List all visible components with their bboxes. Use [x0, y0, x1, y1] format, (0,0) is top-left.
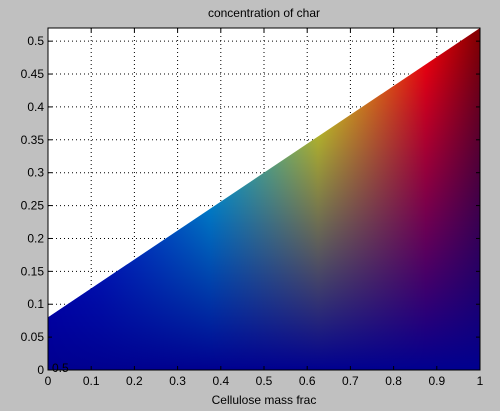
y-tick-label: 0.35	[21, 133, 45, 147]
x-tick-label: 1	[477, 374, 484, 388]
x-tick-label: 0.3	[169, 374, 186, 388]
x-tick-label: 0.7	[342, 374, 359, 388]
x-tick-label: 0.9	[428, 374, 445, 388]
heatmap-surface	[48, 28, 480, 370]
y-tick-label: 0.4	[27, 100, 44, 114]
x-tick-label: 0.2	[126, 374, 143, 388]
y-tick-label: 0.1	[27, 297, 44, 311]
x-axis-label: Cellulose mass frac	[212, 393, 317, 407]
y-tick-label: 0	[37, 363, 44, 377]
x-tick-label: 0.8	[385, 374, 402, 388]
x-tick-label: 0.6	[299, 374, 316, 388]
y-tick-labels: 0 0.05 0.1 0.15 0.2 0.25 0.3 0.35 0.4 0.45 0.5	[21, 34, 45, 377]
x-tick-label: 0	[45, 374, 52, 388]
corner-label: 0.5	[52, 361, 69, 375]
chart-title: concentration of char	[208, 6, 320, 20]
y-tick-label: 0.5	[27, 34, 44, 48]
y-tick-label: 0.15	[21, 264, 45, 278]
x-tick-labels: 0 0.1 0.2 0.3 0.4 0.5 0.6 0.7 0.8 0.9 1	[45, 374, 484, 388]
x-tick-label: 0.1	[83, 374, 100, 388]
y-tick-label: 0.25	[21, 199, 45, 213]
x-tick-label: 0.5	[256, 374, 273, 388]
y-tick-label: 0.05	[21, 330, 45, 344]
y-tick-label: 0.2	[27, 231, 44, 245]
heatmap-depth-shade	[48, 28, 480, 370]
axes-frame	[47, 27, 481, 371]
x-tick-label: 0.4	[212, 374, 229, 388]
y-tick-label: 0.45	[21, 67, 45, 81]
y-tick-label: 0.3	[27, 166, 44, 180]
